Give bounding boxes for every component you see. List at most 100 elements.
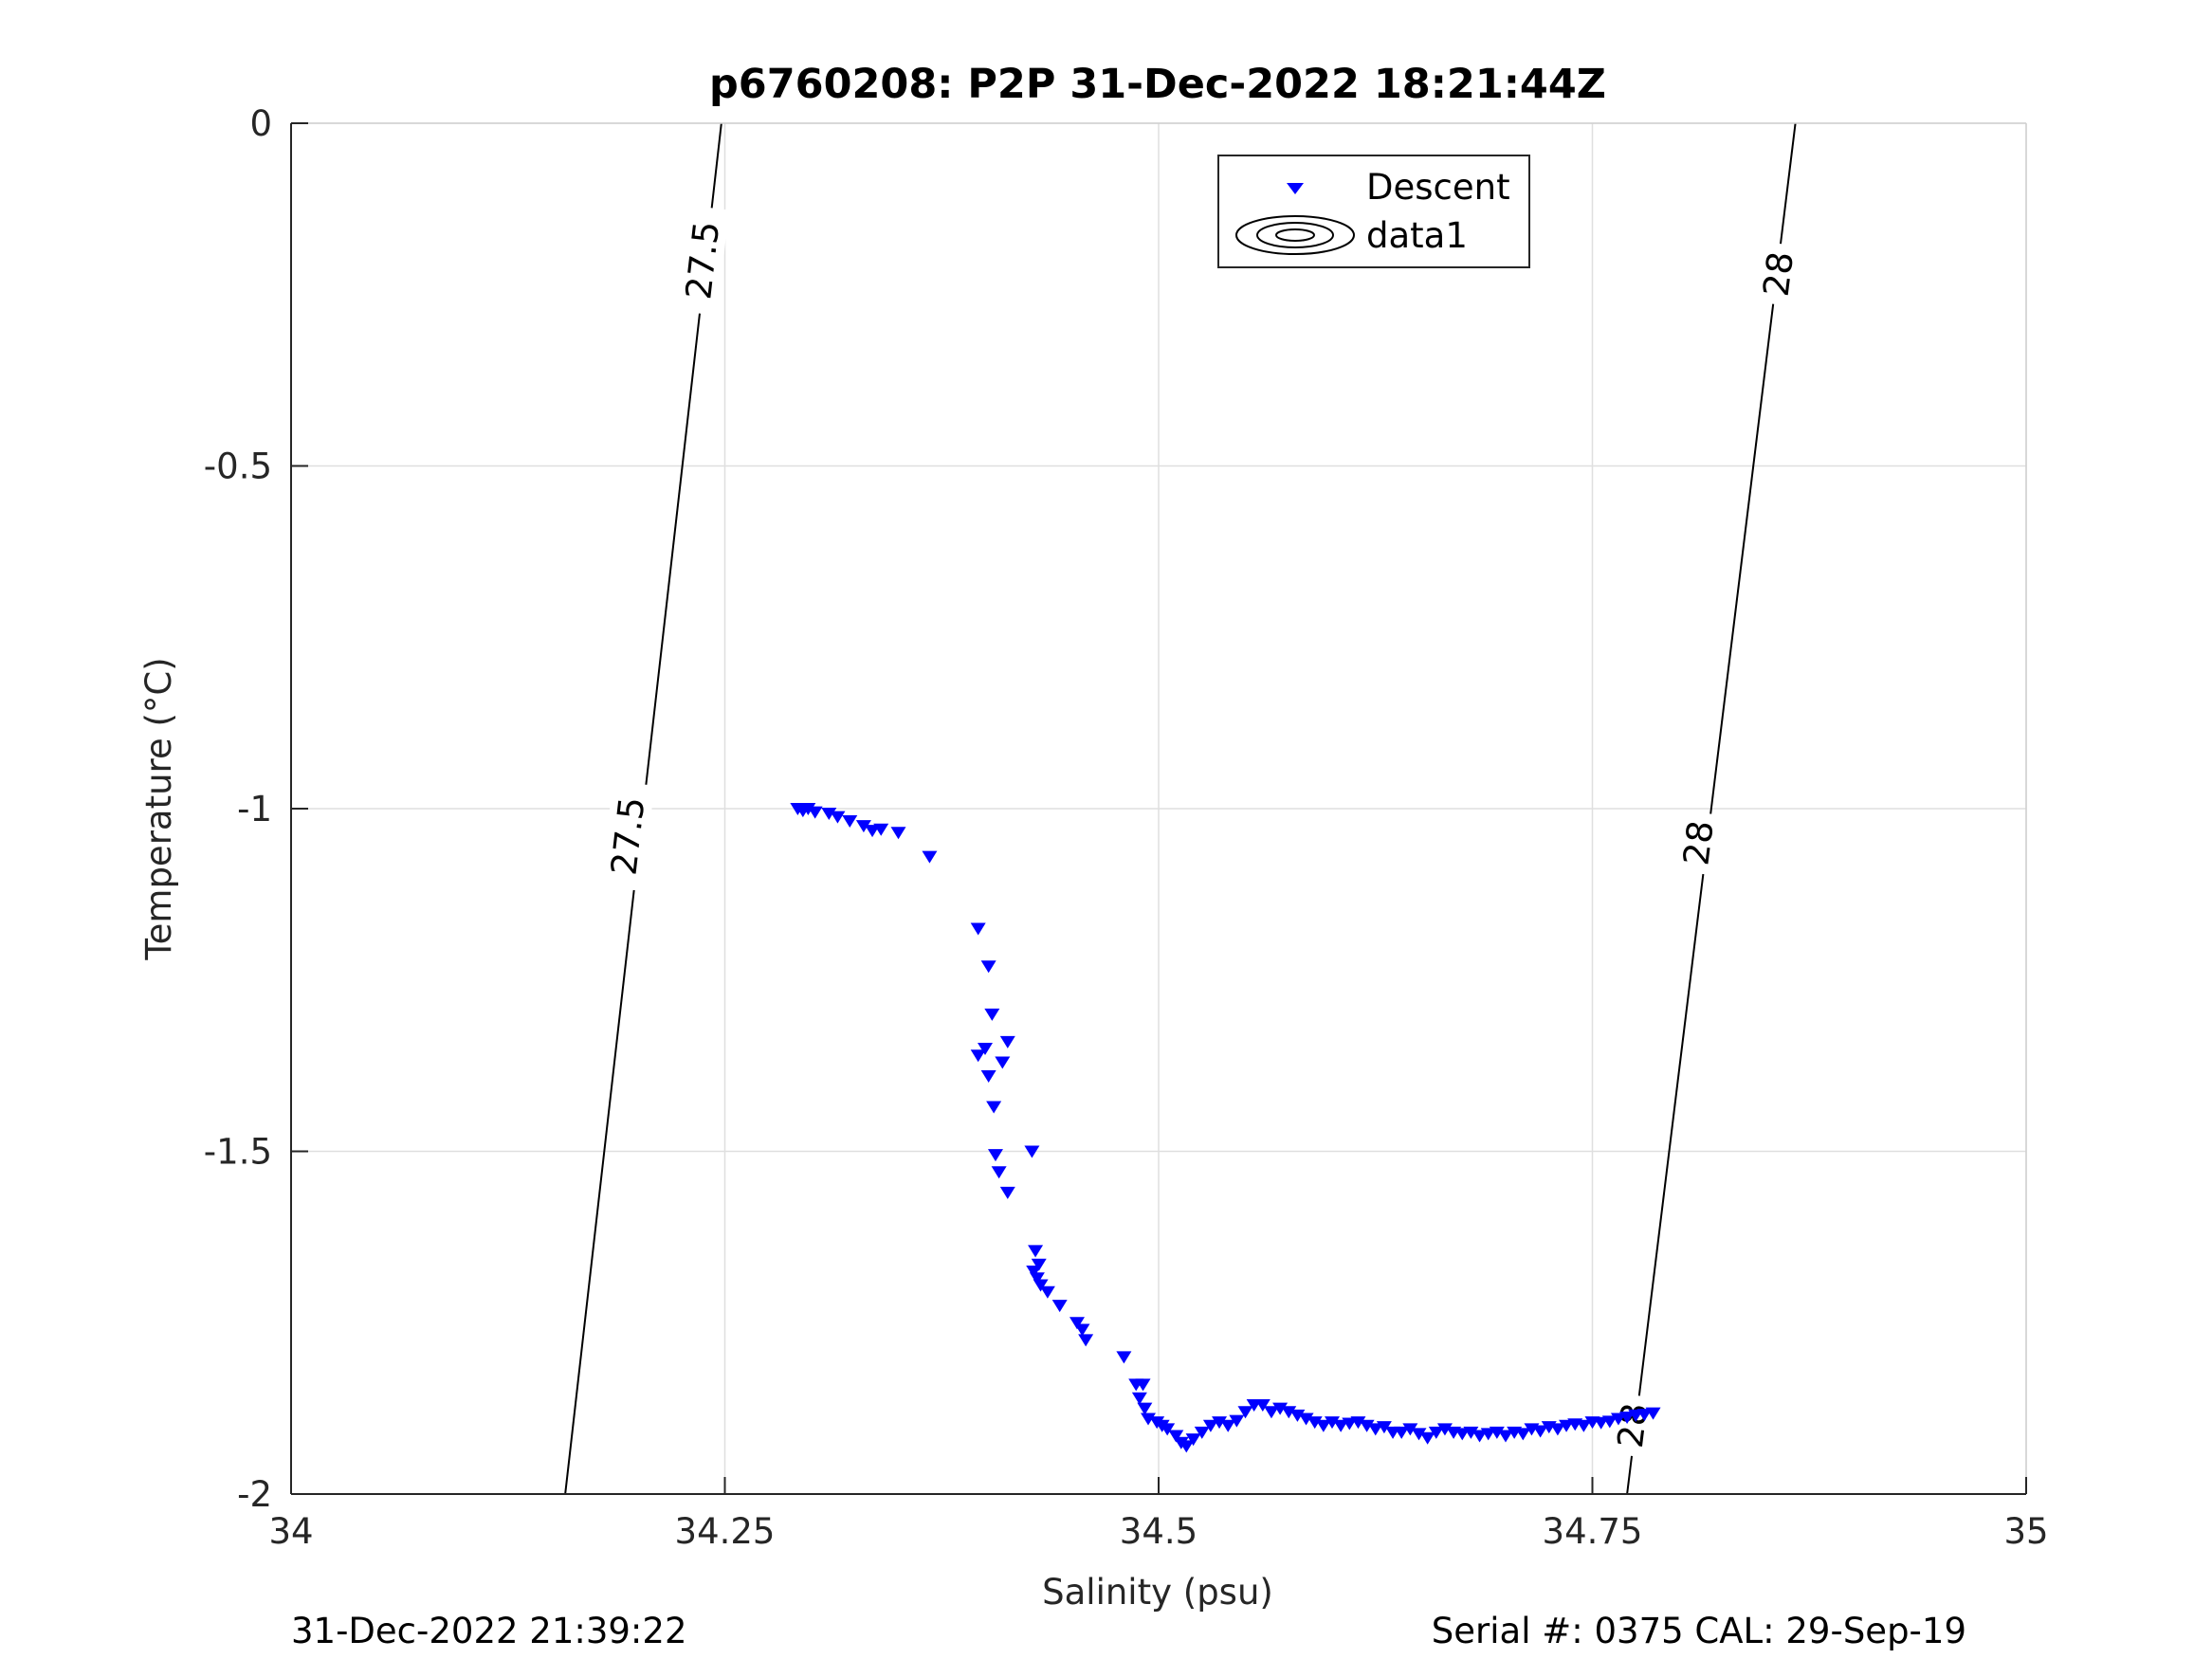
y-tick-label: -1: [237, 789, 272, 830]
descent-point: [1033, 1279, 1049, 1292]
descent-point: [1069, 1317, 1085, 1330]
descent-point: [995, 1056, 1011, 1069]
contour-line: [1626, 122, 1797, 1495]
descent-point: [1160, 1423, 1176, 1436]
descent-point: [1237, 1406, 1253, 1419]
descent-point: [1463, 1426, 1479, 1439]
legend-descent-marker: [1287, 183, 1304, 194]
descent-point: [1549, 1423, 1565, 1436]
descent-point: [1419, 1431, 1435, 1445]
descent-point: [1307, 1416, 1323, 1430]
descent-point: [1315, 1419, 1331, 1432]
y-axis-ticks: 0 -0.5 -1 -1.5 -2: [204, 103, 308, 1515]
descent-point: [1141, 1413, 1157, 1426]
descent-point: [1610, 1413, 1626, 1426]
contour-label: 28: [1756, 249, 1801, 299]
descent-point: [980, 1069, 996, 1083]
y-tick-label: -2: [237, 1474, 272, 1515]
y-tick-label: -0.5: [204, 447, 272, 487]
descent-point: [1028, 1245, 1044, 1258]
descent-point: [1325, 1416, 1340, 1430]
x-axis-title: Salinity (psu): [1042, 1572, 1273, 1613]
descent-point: [807, 806, 823, 819]
descent-point: [1498, 1430, 1513, 1443]
descent-point: [980, 960, 996, 974]
descent-series: [790, 803, 1661, 1453]
descent-point: [1131, 1392, 1147, 1405]
descent-point: [1212, 1416, 1228, 1430]
x-tick-label: 34: [268, 1511, 313, 1552]
contour-label: 28: [1675, 818, 1721, 867]
descent-point: [1202, 1419, 1218, 1432]
legend-box: [1217, 155, 1530, 268]
descent-point: [987, 1149, 1003, 1162]
descent-point: [991, 1166, 1007, 1179]
descent-point: [1039, 1285, 1055, 1299]
descent-point: [1402, 1423, 1418, 1436]
legend: Descent data1: [1217, 155, 1530, 268]
descent-point: [800, 803, 816, 815]
descent-point: [1026, 1266, 1042, 1279]
y-tick-label: 0: [249, 103, 272, 144]
footer-serial-cal: Serial #: 0375 CAL: 29-Sep-19: [1432, 1611, 1966, 1651]
contour-label-gap: [600, 780, 655, 892]
descent-point: [1078, 1334, 1094, 1347]
descent-point: [1394, 1426, 1410, 1439]
descent-point: [970, 922, 986, 936]
contour-label-gap: [1753, 241, 1803, 307]
descent-point: [1532, 1425, 1548, 1438]
descent-point: [999, 1035, 1015, 1048]
legend-contour-icon: [1235, 215, 1355, 255]
descent-point: [873, 823, 889, 836]
descent-point: [1350, 1416, 1366, 1430]
y-tick-label: -1.5: [204, 1132, 272, 1173]
descent-point: [1619, 1412, 1636, 1425]
chart-title: p6760208: P2P 31-Dec-2022 18:21:44Z: [709, 61, 1606, 108]
descent-point: [1281, 1406, 1297, 1419]
x-tick-label: 34.5: [1120, 1511, 1197, 1552]
descent-point: [984, 1008, 1000, 1021]
descent-point: [1436, 1423, 1453, 1436]
descent-point: [970, 1049, 986, 1063]
contour-label-gap: [1673, 810, 1723, 876]
descent-point: [1359, 1419, 1375, 1432]
descent-point: [865, 825, 881, 838]
descent-point: [1376, 1421, 1392, 1434]
descent-point: [1194, 1426, 1210, 1439]
descent-point: [1454, 1428, 1471, 1441]
descent-point: [1489, 1426, 1505, 1439]
descent-point: [855, 820, 871, 833]
descent-point: [1168, 1430, 1184, 1443]
descent-point: [821, 808, 837, 821]
footer-timestamp: 31-Dec-2022 21:39:22: [291, 1611, 686, 1651]
descent-point: [1298, 1413, 1314, 1426]
x-axis-ticks: 34 34.25 34.5 34.75 35: [268, 1477, 2049, 1552]
y-axis-title: Temperature (°C): [138, 657, 179, 960]
descent-point: [986, 1101, 1002, 1114]
descent-point: [1179, 1440, 1195, 1453]
descent-point: [1601, 1415, 1618, 1429]
descent-point: [978, 1043, 993, 1056]
descent-point: [1074, 1323, 1090, 1337]
descent-point: [1559, 1419, 1575, 1432]
descent-point: [1031, 1258, 1047, 1271]
descent-point: [842, 815, 858, 829]
descent-point: [1024, 1145, 1040, 1158]
descent-point: [1137, 1402, 1153, 1415]
descent-point: [1411, 1428, 1427, 1441]
descent-point: [1636, 1409, 1653, 1422]
descent-point: [1185, 1433, 1201, 1447]
descent-point: [1576, 1419, 1592, 1432]
descent-point: [1051, 1300, 1068, 1313]
descent-point: [890, 827, 906, 840]
descent-point: [830, 811, 846, 824]
descent-point: [1220, 1419, 1236, 1432]
descent-point: [1472, 1430, 1488, 1443]
descent-point: [1480, 1428, 1496, 1441]
descent-point: [1229, 1414, 1245, 1428]
descent-point: [1254, 1399, 1271, 1413]
descent-point: [1515, 1428, 1531, 1441]
descent-point: [1272, 1402, 1289, 1415]
